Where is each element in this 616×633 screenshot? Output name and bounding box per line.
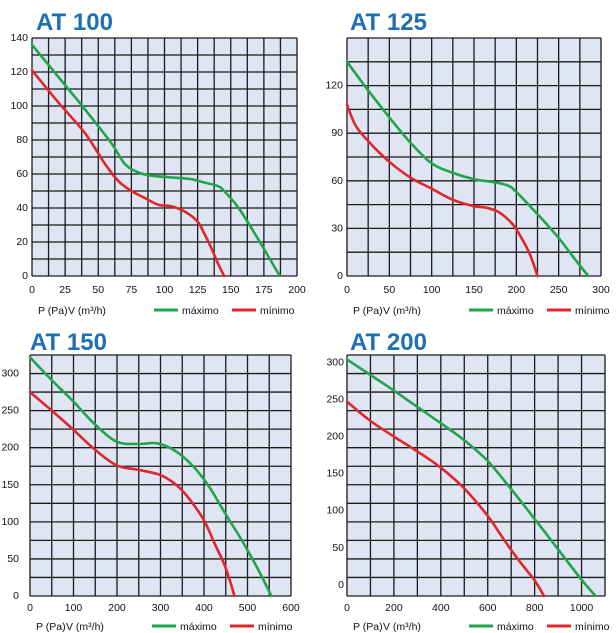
x-tick-label: 300 (592, 284, 610, 296)
pressure-axis-label: P (Pa) (36, 621, 66, 633)
grid (31, 37, 298, 277)
y-tick-label: 20 (16, 236, 28, 248)
x-tick-label: 400 (195, 602, 213, 614)
x-tick-label: 175 (255, 284, 273, 296)
y-tick-label: 40 (16, 202, 28, 214)
series-line-maximo (345, 60, 590, 278)
legend-label-minimo: mínimo (258, 621, 293, 633)
series-line-minimo (345, 103, 539, 278)
pressure-axis-label: P (Pa) (38, 305, 68, 317)
y-tick-label: 80 (16, 134, 28, 146)
y-tick-label: 150 (1, 479, 19, 491)
chart-title: AT 150 (30, 329, 107, 356)
y-tick-label: 0 (338, 579, 344, 591)
x-tick-label: 150 (222, 284, 240, 296)
y-tick-label: 100 (10, 100, 28, 112)
chart-title: AT 125 (350, 9, 427, 36)
y-tick-label: 50 (7, 553, 19, 565)
x-tick-label: 500 (239, 602, 257, 614)
series-line-minimo (28, 390, 236, 598)
x-tick-label: 0 (27, 602, 33, 614)
legend-label-maximo: máximo (180, 621, 217, 633)
x-tick-label: 100 (65, 602, 83, 614)
volume-axis-label: V (m³/h) (66, 621, 104, 633)
volume-axis-label: V (m³/h) (68, 305, 106, 317)
chart-title: AT 200 (350, 329, 427, 356)
volume-axis-label: V (m³/h) (383, 621, 421, 633)
series-line-maximo (345, 358, 597, 598)
x-tick-label: 600 (282, 602, 300, 614)
legend-label-maximo: máximo (182, 305, 219, 317)
y-tick-label: 60 (331, 175, 343, 187)
volume-axis-label: V (m³/h) (383, 305, 421, 317)
x-tick-label: 600 (479, 602, 497, 614)
legend-label-maximo: máximo (497, 305, 534, 317)
chart-title: AT 100 (36, 9, 113, 36)
chart-at-200: AT 200 0 50 100 150 200 250 300 0 200 400 600 800 100… (326, 329, 609, 633)
series-line-minimo (345, 400, 546, 598)
y-tick-label: 120 (325, 80, 343, 92)
y-tick-label: 300 (1, 368, 19, 380)
y-tick-label: 200 (326, 431, 344, 443)
series-line-maximo (30, 43, 282, 278)
pressure-axis-label: P (Pa) (353, 621, 383, 633)
x-tick-label: 200 (385, 602, 403, 614)
series-line-minimo (30, 69, 226, 278)
x-tick-label: 200 (288, 284, 306, 296)
x-tick-label: 100 (156, 284, 174, 296)
y-tick-label: 0 (13, 590, 19, 602)
y-tick-label: 300 (326, 356, 344, 368)
y-tick-label: 30 (331, 222, 343, 234)
y-tick-label: 250 (1, 405, 19, 417)
x-tick-label: 200 (108, 602, 126, 614)
grid (346, 354, 606, 597)
y-tick-label: 250 (326, 393, 344, 405)
x-tick-label: 125 (189, 284, 207, 296)
chart-at-100: AT 100 0 20 40 60 80 100 120 140 0 25 50 75 100 125 150… (10, 9, 305, 317)
y-tick-label: 200 (1, 442, 19, 454)
y-tick-label: 90 (331, 127, 343, 139)
legend-label-maximo: máximo (497, 621, 534, 633)
series-line-maximo (28, 355, 273, 598)
legend-label-minimo: mínimo (260, 305, 295, 317)
x-tick-label: 50 (383, 284, 395, 296)
x-tick-label: 1000 (570, 602, 594, 614)
y-tick-label: 60 (16, 168, 28, 180)
chart-at-150: AT 150 0 50 100 150 200 250 300 0 100 200 300 400 500… (1, 329, 299, 633)
x-tick-label: 200 (508, 284, 526, 296)
y-tick-label: 100 (1, 516, 19, 528)
chart-at-125: AT 125 0 30 60 90 120 0 50 100 150 200 250 300 P (Pa)… (325, 9, 609, 317)
y-tick-label: 150 (326, 468, 344, 480)
x-tick-label: 75 (126, 284, 138, 296)
y-tick-label: 50 (332, 542, 344, 554)
y-tick-label: 100 (326, 505, 344, 517)
x-tick-label: 0 (344, 602, 350, 614)
x-tick-label: 0 (344, 284, 350, 296)
x-tick-label: 50 (92, 284, 104, 296)
grid (29, 354, 292, 597)
x-tick-label: 300 (152, 602, 170, 614)
x-tick-label: 150 (465, 284, 483, 296)
legend-label-minimo: mínimo (575, 621, 610, 633)
x-tick-label: 0 (29, 284, 35, 296)
x-tick-label: 400 (432, 602, 450, 614)
y-tick-label: 140 (10, 32, 28, 44)
y-tick-label: 120 (10, 66, 28, 78)
y-tick-label: 0 (22, 270, 28, 282)
x-tick-label: 100 (423, 284, 441, 296)
x-tick-label: 250 (550, 284, 568, 296)
y-tick-label: 0 (337, 270, 343, 282)
pressure-axis-label: P (Pa) (353, 305, 383, 317)
x-tick-label: 25 (59, 284, 71, 296)
grid (346, 37, 602, 277)
x-tick-label: 800 (526, 602, 544, 614)
legend-label-minimo: mínimo (575, 305, 610, 317)
